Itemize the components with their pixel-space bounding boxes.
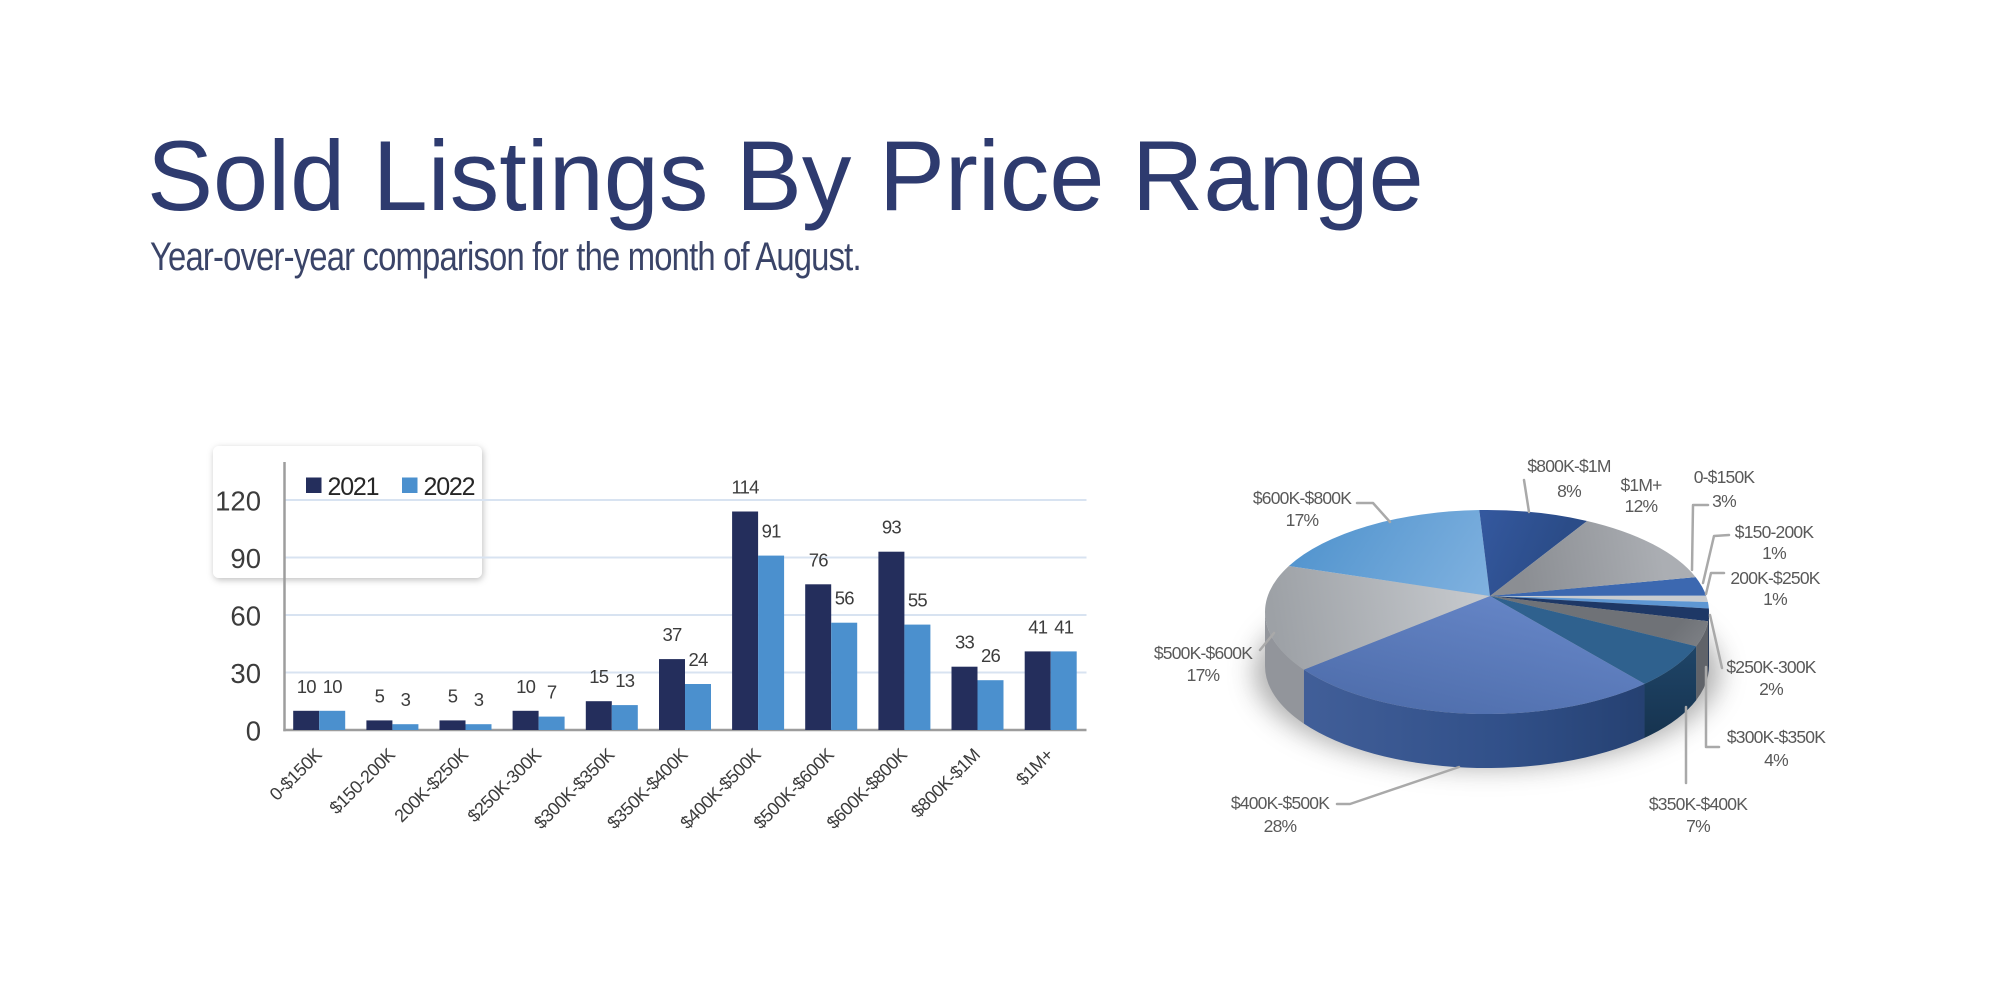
svg-text:56: 56 (835, 588, 854, 609)
svg-text:17%: 17% (1187, 665, 1220, 685)
svg-text:17%: 17% (1286, 510, 1319, 530)
svg-text:24: 24 (689, 649, 708, 670)
svg-text:90: 90 (230, 543, 261, 574)
svg-text:12%: 12% (1625, 496, 1658, 516)
svg-text:55: 55 (908, 590, 927, 611)
svg-text:93: 93 (882, 517, 901, 538)
svg-text:3%: 3% (1712, 491, 1736, 511)
svg-text:$300K-$350K: $300K-$350K (1727, 727, 1826, 747)
svg-text:7: 7 (547, 682, 557, 703)
svg-text:33: 33 (955, 632, 974, 653)
svg-text:8%: 8% (1557, 481, 1581, 501)
svg-text:5: 5 (448, 685, 458, 706)
svg-text:10: 10 (323, 676, 342, 697)
svg-text:$500K-$600K: $500K-$600K (1154, 643, 1253, 663)
svg-text:30: 30 (230, 658, 261, 689)
svg-text:3: 3 (401, 689, 411, 710)
svg-text:37: 37 (663, 624, 682, 645)
svg-text:0: 0 (246, 716, 261, 747)
svg-text:60: 60 (230, 601, 261, 632)
svg-text:5: 5 (375, 685, 385, 706)
svg-text:2021: 2021 (328, 473, 379, 501)
svg-text:$400K-$500K: $400K-$500K (1231, 793, 1330, 813)
svg-text:200K-$250K: 200K-$250K (390, 744, 472, 826)
svg-text:0-$150K: 0-$150K (1694, 467, 1756, 487)
svg-text:2022: 2022 (424, 473, 475, 501)
svg-text:$800K-$1M: $800K-$1M (907, 745, 984, 822)
svg-text:$150-200K: $150-200K (325, 744, 399, 818)
svg-text:2%: 2% (1759, 679, 1783, 699)
svg-text:1%: 1% (1763, 589, 1787, 609)
svg-text:10: 10 (297, 676, 316, 697)
svg-text:$800K-$1M: $800K-$1M (1527, 456, 1610, 476)
svg-text:10: 10 (516, 676, 535, 697)
svg-text:$150-200K: $150-200K (1735, 522, 1815, 542)
svg-text:0-$150K: 0-$150K (266, 744, 326, 804)
svg-text:$600K-$800K: $600K-$800K (1253, 488, 1352, 508)
svg-text:$250K-300K: $250K-300K (1726, 657, 1816, 677)
svg-text:$1M+: $1M+ (1012, 745, 1057, 790)
svg-text:114: 114 (732, 477, 760, 498)
svg-text:41: 41 (1028, 616, 1047, 637)
svg-text:15: 15 (589, 666, 608, 687)
svg-text:$1M+: $1M+ (1620, 475, 1662, 495)
svg-text:3: 3 (474, 689, 484, 710)
svg-text:26: 26 (981, 645, 1000, 666)
svg-text:120: 120 (215, 486, 261, 517)
svg-text:41: 41 (1054, 616, 1073, 637)
svg-text:1%: 1% (1762, 543, 1786, 563)
svg-text:200K-$250K: 200K-$250K (1730, 568, 1820, 588)
svg-text:7%: 7% (1686, 816, 1710, 836)
svg-text:91: 91 (762, 521, 781, 542)
svg-text:$250K-300K: $250K-300K (464, 744, 546, 826)
svg-text:4%: 4% (1764, 750, 1788, 770)
svg-text:76: 76 (809, 549, 828, 570)
svg-text:13: 13 (615, 670, 634, 691)
svg-text:$350K-$400K: $350K-$400K (1649, 794, 1748, 814)
svg-text:28%: 28% (1264, 816, 1297, 836)
